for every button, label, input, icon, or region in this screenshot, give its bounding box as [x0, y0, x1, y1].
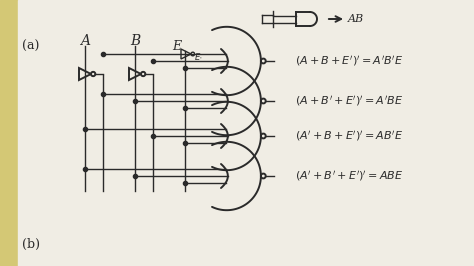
Text: $(A'+B+E')' = AB'E$: $(A'+B+E')' = AB'E$	[295, 129, 403, 143]
Text: E: E	[173, 39, 182, 52]
Text: AB: AB	[348, 14, 364, 24]
Text: $(A+B+E')' = A'B'E$: $(A+B+E')' = A'B'E$	[295, 54, 403, 68]
Text: (a): (a)	[22, 39, 39, 52]
Text: $(A'+B'+E')' = ABE$: $(A'+B'+E')' = ABE$	[295, 169, 403, 183]
Text: $E_'$: $E_'$	[194, 51, 202, 61]
Bar	[0, 0, 18, 266]
Text: $(A+B'+E')' = A'BE$: $(A+B'+E')' = A'BE$	[295, 94, 403, 108]
Text: A: A	[80, 34, 90, 48]
Text: (b): (b)	[22, 238, 40, 251]
Text: B: B	[130, 34, 140, 48]
